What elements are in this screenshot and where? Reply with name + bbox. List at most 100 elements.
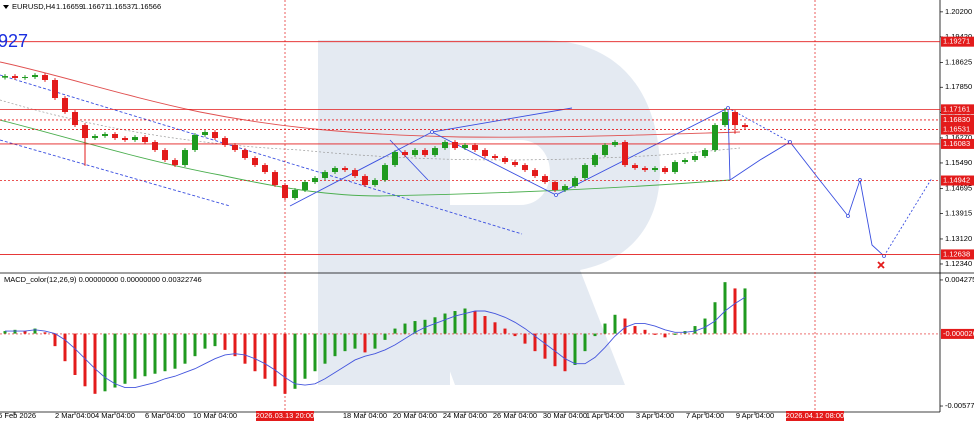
y-tick-label: 1.18625 <box>945 57 972 66</box>
candle-body <box>222 138 228 146</box>
y2-tick-label: -0.0057730 <box>945 401 974 410</box>
macd-bar <box>433 317 437 334</box>
macd-bar <box>293 333 297 389</box>
candle-body <box>212 132 218 139</box>
macd-bar <box>613 314 617 334</box>
macd-bar <box>603 323 607 334</box>
y-tick-label: 1.13915 <box>945 208 972 217</box>
candle-body <box>742 125 748 128</box>
candle-body <box>452 142 458 149</box>
symbol: EURUSD,H4 <box>12 2 55 11</box>
node <box>554 193 558 197</box>
level-label-box <box>941 175 974 186</box>
x-tick-label: 3 Apr 04:00 <box>636 411 674 420</box>
quote-close: 1.16566 <box>134 2 161 11</box>
x-tick-label: 2 Mar 04:00 <box>55 411 95 420</box>
macd-bar <box>133 333 137 379</box>
node <box>788 140 792 144</box>
candle-body <box>382 165 388 181</box>
level-label: 1.12638 <box>943 249 970 258</box>
candle-body <box>292 190 298 199</box>
moving-average-green <box>0 119 731 197</box>
macd-bar <box>713 302 717 334</box>
candle-body <box>692 156 698 161</box>
macd-bar <box>323 333 327 364</box>
y-tick-label: 1.17850 <box>945 82 972 91</box>
level-label: 1.16083 <box>943 139 970 148</box>
macd-bar <box>743 288 747 334</box>
candle-body <box>62 98 68 113</box>
node <box>882 254 886 258</box>
candle-body <box>732 112 738 126</box>
trend-line <box>389 139 429 181</box>
macd-bar <box>523 333 527 344</box>
time-marker-label: 2026.04.12 08:00 <box>786 411 844 420</box>
candle-body <box>662 168 668 173</box>
node <box>846 214 850 218</box>
y2-tick-label: 0.0042756 <box>945 275 974 284</box>
macd-bar <box>383 333 387 340</box>
candle-body <box>632 165 638 169</box>
x-tick-label: 26 Feb 2026 <box>0 411 36 420</box>
level-label: 1.14942 <box>943 176 970 185</box>
macd-bar <box>473 311 477 334</box>
forecast-path <box>729 141 885 257</box>
macd-bar <box>283 333 287 394</box>
candle-body <box>572 178 578 187</box>
candle-body <box>612 142 618 146</box>
candle-body <box>522 165 528 171</box>
candle-body <box>642 168 648 171</box>
level-label-box <box>941 138 974 149</box>
y-tick-label: 1.16270 <box>945 133 972 142</box>
candle-body <box>392 152 398 166</box>
macd-bar <box>73 333 77 375</box>
candle-body <box>282 185 288 199</box>
macd-bar <box>23 331 27 334</box>
forecast-dotted <box>883 177 933 257</box>
x-tick-label: 7 Apr 04:00 <box>686 411 724 420</box>
y-tick-label: 1.15490 <box>945 158 972 167</box>
macd-bar <box>83 333 87 387</box>
macd-bar <box>273 333 277 387</box>
candle-body <box>242 150 248 159</box>
y-tick-label: 1.12340 <box>945 259 972 268</box>
candle-body <box>702 150 708 157</box>
macd-bar <box>63 333 67 362</box>
candle-body <box>42 75 48 80</box>
macd-bar <box>13 329 17 334</box>
candle-body <box>722 112 728 126</box>
candle-body <box>512 162 518 166</box>
candle-body <box>92 136 98 139</box>
candle-body <box>712 125 718 151</box>
candle-body <box>482 150 488 157</box>
level-label: 1.19271 <box>943 37 970 46</box>
candle-body <box>52 79 58 99</box>
macd-bar <box>513 333 517 337</box>
macd-bar <box>413 321 417 334</box>
candle-body <box>302 182 308 191</box>
candle-body <box>362 176 368 186</box>
macd-bar <box>43 332 47 334</box>
macd-bar <box>583 333 587 352</box>
macd-bar <box>213 333 217 347</box>
macd-bar <box>123 333 127 384</box>
watermark-stem <box>318 40 450 385</box>
macd-bar <box>693 326 697 334</box>
candle-body <box>182 150 188 166</box>
macd-bar <box>233 333 237 357</box>
candle-body <box>492 156 498 159</box>
macd-bar <box>553 333 557 367</box>
candle-body <box>102 134 108 136</box>
overlay-label: 927 <box>0 31 28 51</box>
macd-bar <box>493 322 497 334</box>
candle-body <box>442 142 448 149</box>
macd-bar <box>143 333 147 377</box>
candle-body <box>142 137 148 143</box>
candle-body <box>32 75 38 78</box>
time-marker-label: 2026.03.13 20:00 <box>256 411 314 420</box>
candle-body <box>232 145 238 151</box>
y-tick-label: 1.20200 <box>945 7 972 16</box>
macd-bar <box>183 333 187 364</box>
time-marker-box <box>256 411 314 421</box>
macd-bar <box>573 333 577 365</box>
